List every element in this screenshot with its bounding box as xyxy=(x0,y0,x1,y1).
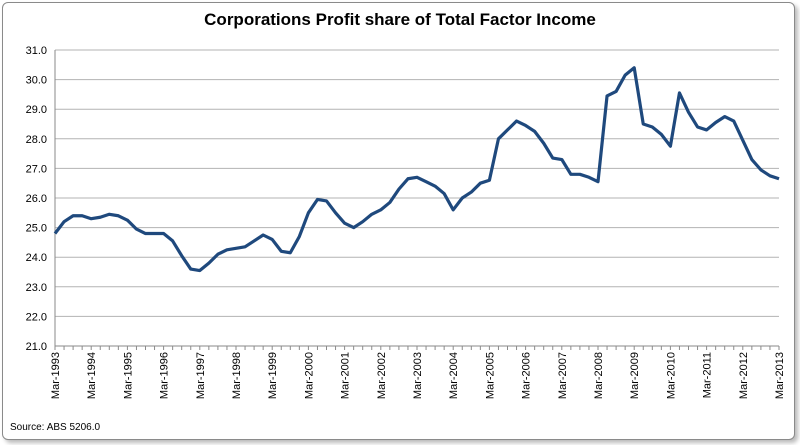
y-tick-label: 31.0 xyxy=(26,45,47,57)
x-tick-label: Mar-2004 xyxy=(448,352,460,399)
x-tick-label: Mar-1994 xyxy=(86,352,98,399)
x-tick-label: Mar-1995 xyxy=(122,352,134,399)
y-tick-label: 23.0 xyxy=(26,282,47,294)
y-tick-label: 25.0 xyxy=(26,223,47,235)
chart-title: Corporations Profit share of Total Facto… xyxy=(204,10,596,29)
y-tick-label: 24.0 xyxy=(26,252,47,264)
x-tick-label: Mar-2013 xyxy=(774,352,786,399)
y-tick-label: 28.0 xyxy=(26,134,47,146)
x-tick-label: Mar-1998 xyxy=(231,352,243,399)
x-tick-label: Mar-2002 xyxy=(376,352,388,399)
y-tick-label: 21.0 xyxy=(26,341,47,353)
x-tick-label: Mar-2007 xyxy=(557,352,569,399)
x-tick-label: Mar-2001 xyxy=(340,352,352,399)
x-tick-label: Mar-1996 xyxy=(159,352,171,399)
x-tick-label: Mar-2008 xyxy=(593,352,605,399)
y-tick-label: 30.0 xyxy=(26,75,47,87)
x-tick-label: Mar-2012 xyxy=(738,352,750,399)
x-tick-label: Mar-2009 xyxy=(629,352,641,399)
y-tick-label: 29.0 xyxy=(26,104,47,116)
x-tick-label: Mar-1999 xyxy=(267,352,279,399)
x-tick-label: Mar-2011 xyxy=(702,352,714,398)
x-tick-label: Mar-1997 xyxy=(195,352,207,399)
y-tick-label: 27.0 xyxy=(26,163,47,175)
x-tick-label: Mar-2003 xyxy=(412,352,424,399)
y-tick-label: 22.0 xyxy=(26,311,47,323)
series-line xyxy=(53,66,780,273)
source-note: Source: ABS 5206.0 xyxy=(10,422,101,433)
y-tick-label: 26.0 xyxy=(26,193,47,205)
x-tick-label: Mar-2006 xyxy=(521,352,533,399)
x-tick-label: Mar-1993 xyxy=(50,352,62,399)
chart-frame xyxy=(2,2,795,440)
x-tick-label: Mar-2010 xyxy=(665,352,677,399)
x-tick-label: Mar-2000 xyxy=(303,352,315,399)
x-tick-label: Mar-2005 xyxy=(484,352,496,399)
